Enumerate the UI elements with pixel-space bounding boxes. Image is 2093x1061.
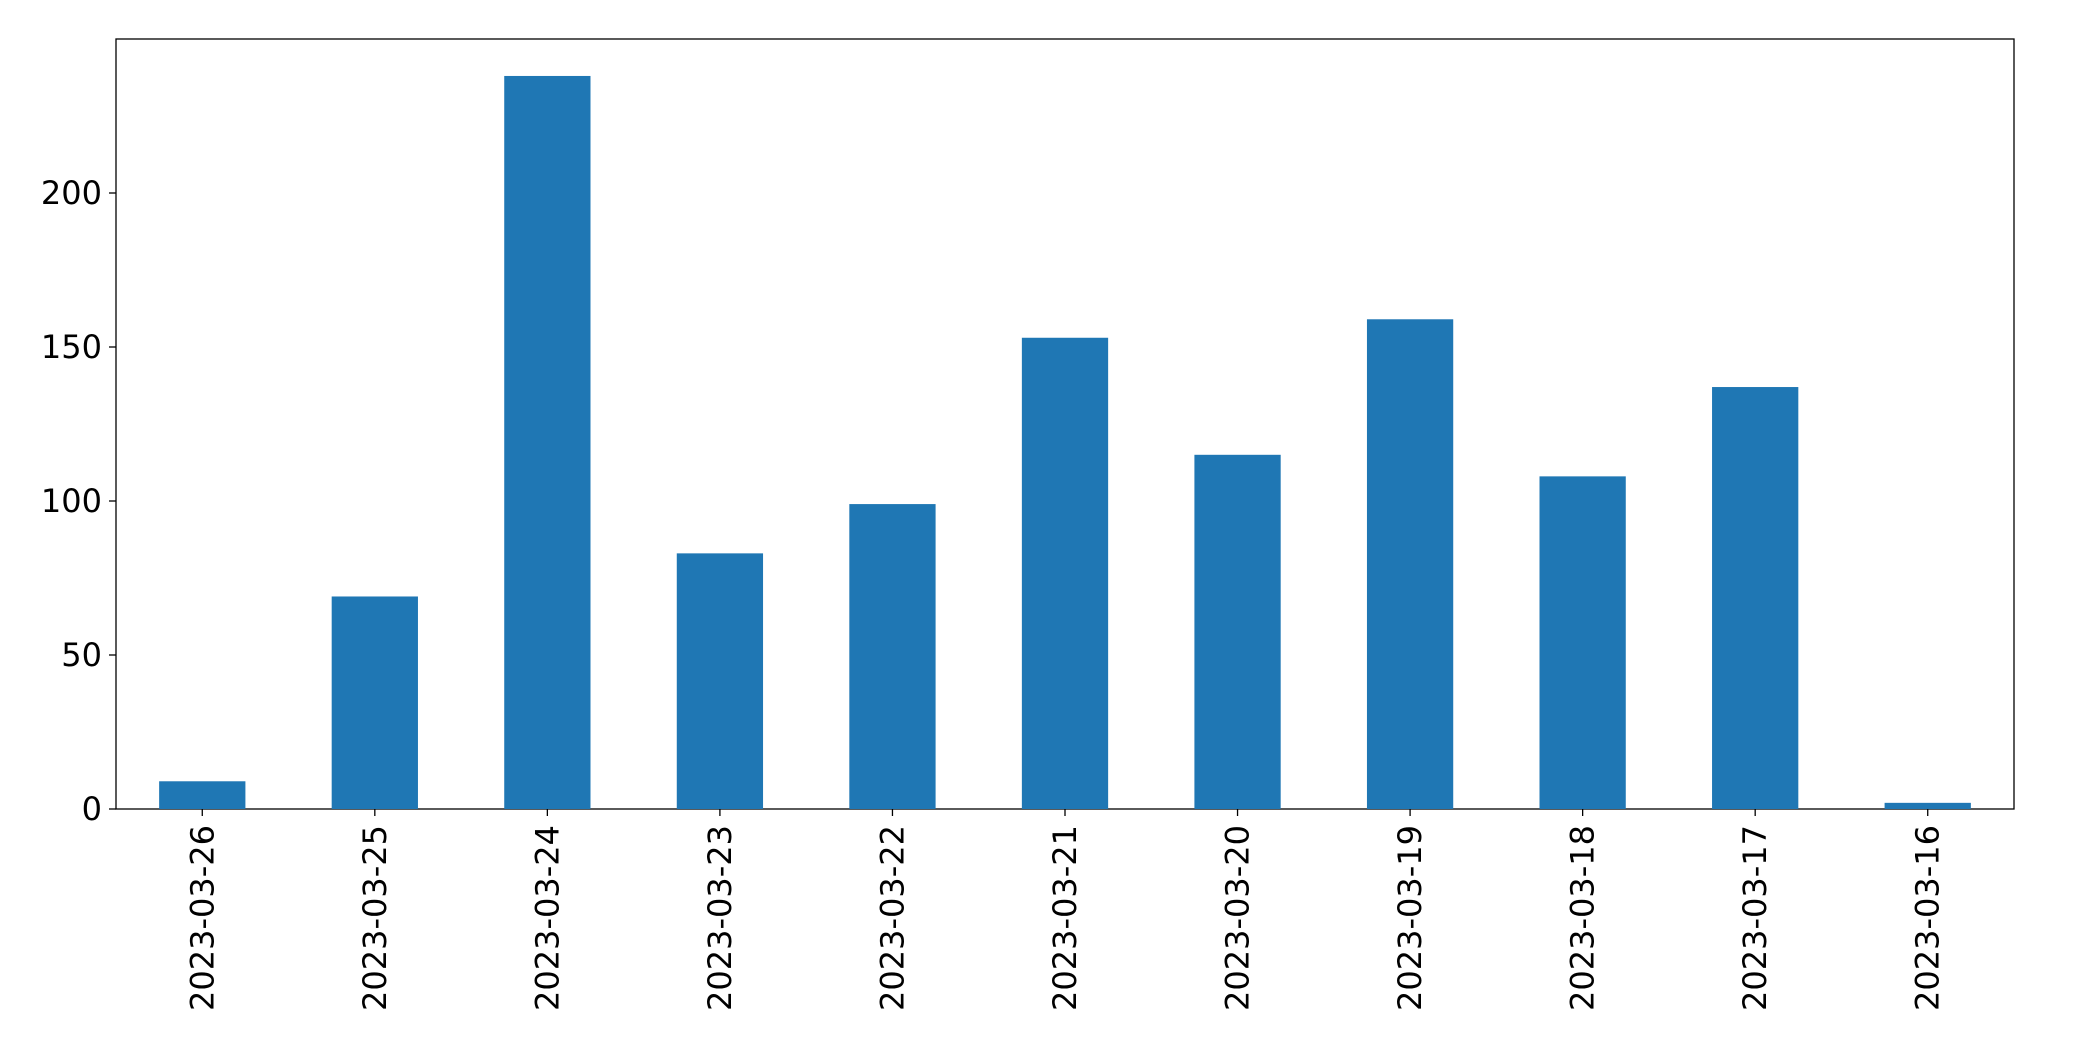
x-tick-label: 2023-03-25 <box>356 825 394 1011</box>
x-tick-label: 2023-03-24 <box>528 825 566 1011</box>
y-tick-label: 100 <box>41 482 102 520</box>
bar <box>1021 337 1109 809</box>
bar <box>849 504 936 809</box>
bar <box>1539 476 1626 809</box>
y-tick-label: 0 <box>82 790 102 828</box>
x-tick-label: 2023-03-20 <box>1219 825 1257 1011</box>
x-tick-label: 2023-03-16 <box>1909 825 1947 1011</box>
y-tick-label: 50 <box>61 636 102 674</box>
y-tick-label: 200 <box>41 174 102 212</box>
bar <box>1366 319 1454 809</box>
bar <box>331 596 418 809</box>
bar <box>159 781 246 809</box>
y-tick-label: 150 <box>41 328 102 366</box>
bar <box>1884 802 1971 809</box>
x-tick-label: 2023-03-19 <box>1391 825 1429 1011</box>
x-tick-label: 2023-03-17 <box>1736 825 1774 1011</box>
bar <box>504 75 591 809</box>
bar <box>1712 387 1799 809</box>
x-tick-label: 2023-03-22 <box>873 825 911 1011</box>
bar <box>1194 454 1281 809</box>
x-tick-label: 2023-03-23 <box>701 825 739 1011</box>
bar <box>676 553 764 809</box>
x-tick-label: 2023-03-26 <box>183 825 221 1011</box>
x-tick-label: 2023-03-21 <box>1046 825 1084 1011</box>
x-tick-label: 2023-03-18 <box>1564 825 1602 1011</box>
